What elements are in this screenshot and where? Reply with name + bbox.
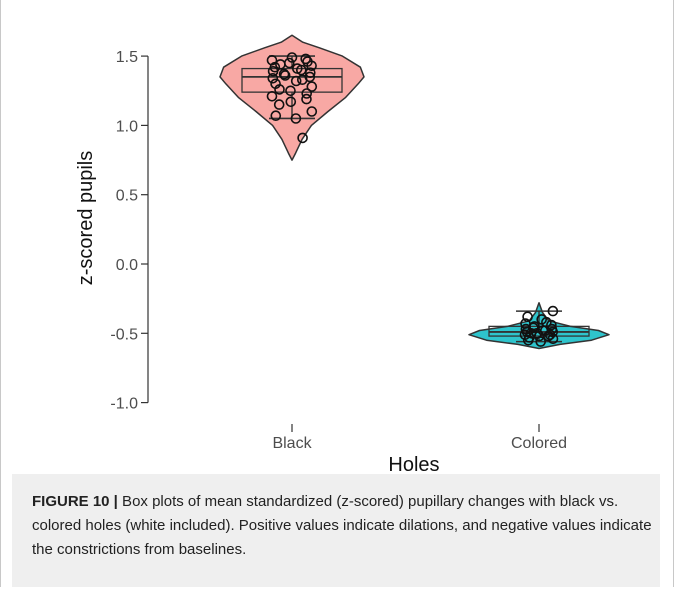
violin-box-plot: 1.5 1.0 0.5 0.0 -0.5 -1.0 Black Colored Holes z… (75, 34, 610, 474)
y-tick-label: 0.5 (116, 188, 138, 205)
data-point (301, 88, 313, 99)
data-point (286, 52, 298, 63)
caption-background (12, 474, 660, 587)
y-tick-label: 1.0 (116, 118, 138, 135)
caption-label: FIGURE 10 | (32, 493, 118, 510)
y-tick-label: -0.5 (110, 326, 138, 343)
data-point (279, 70, 291, 81)
y-axis-title: z-scored pupils (75, 151, 97, 286)
data-point (547, 305, 559, 317)
data-point (278, 68, 290, 80)
data-point (306, 60, 317, 72)
violin-layer (219, 34, 610, 350)
data-point (522, 311, 533, 323)
x-tick-label: Black (272, 435, 312, 452)
data-point (290, 113, 302, 124)
data-point (275, 59, 286, 70)
data-point (266, 91, 278, 102)
y-tick-label: 0.0 (116, 257, 138, 274)
data-point (296, 74, 308, 85)
data-point (304, 67, 316, 78)
data-point (300, 53, 312, 65)
y-tick-label: 1.5 (116, 49, 138, 66)
data-point (306, 106, 318, 117)
y-tick-label: -1.0 (110, 396, 138, 413)
jitter-points-layer (266, 52, 559, 347)
data-point (273, 99, 285, 110)
x-tick-label: Colored (511, 435, 567, 452)
data-point (297, 132, 308, 144)
data-point (547, 333, 559, 345)
data-point (290, 75, 302, 87)
figure-caption: FIGURE 10 | Box plots of mean standardiz… (32, 490, 662, 562)
data-point (535, 336, 547, 347)
data-point (546, 319, 557, 331)
data-point (533, 330, 545, 342)
data-point (267, 73, 279, 84)
plot-axes: 1.5 1.0 0.5 0.0 -0.5 -1.0 Black Colored (110, 49, 567, 452)
caption-text: Box plots of mean standardized (z-scored… (32, 493, 652, 558)
data-point (285, 96, 297, 108)
data-point (285, 85, 296, 97)
data-point (301, 93, 312, 105)
data-point (266, 54, 278, 66)
box-iqr (241, 67, 343, 93)
data-point (522, 334, 534, 346)
x-axis-title: Holes (388, 454, 439, 474)
data-point (267, 66, 279, 77)
data-point (306, 81, 318, 92)
data-point (270, 110, 282, 121)
data-point (274, 84, 285, 95)
